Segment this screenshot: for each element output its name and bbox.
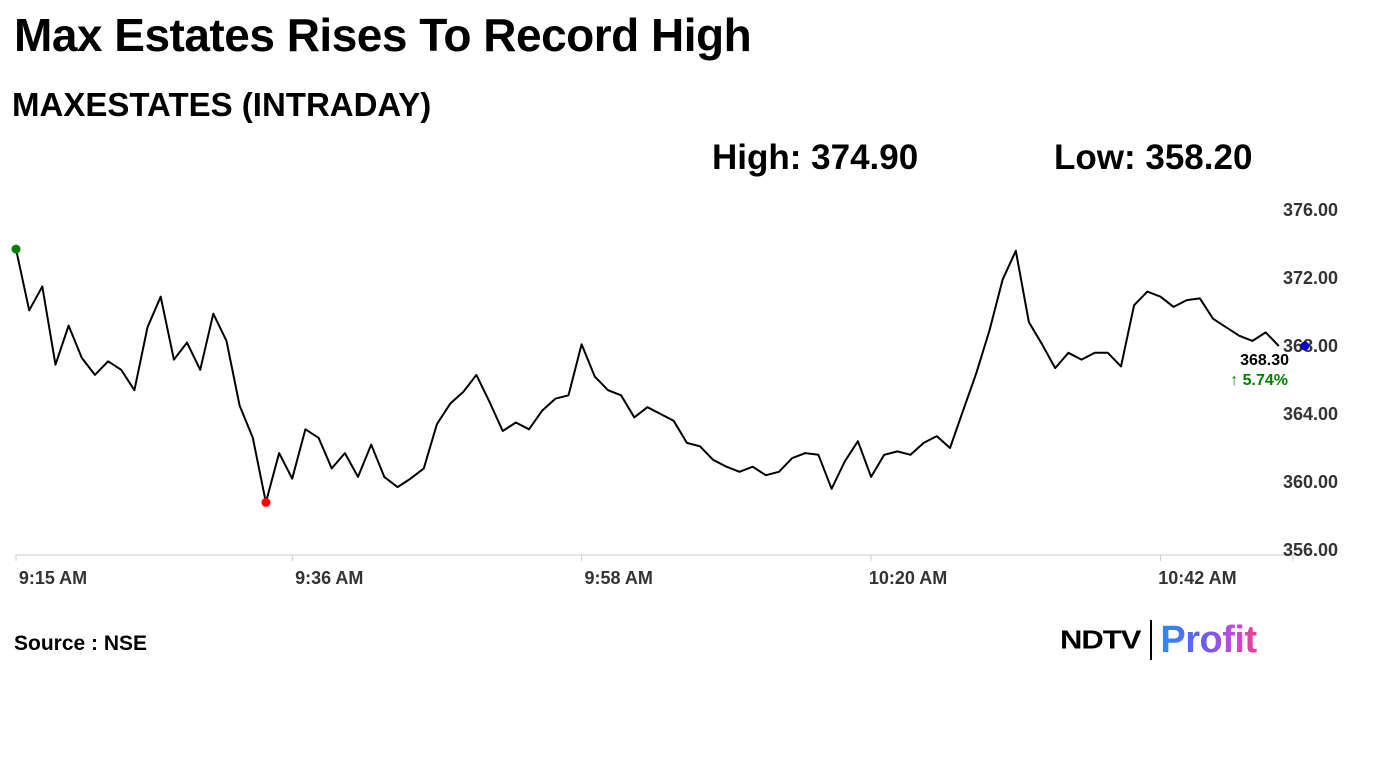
price-series-line — [15, 248, 1280, 504]
x-tick-label: 10:42 AM — [1158, 568, 1236, 588]
ndtv-profit-logo: NDTV Profit — [1060, 618, 1257, 662]
y-tick-label: 368.00 — [1283, 336, 1338, 356]
x-tick-label: 9:36 AM — [295, 568, 363, 588]
logo-ndtv-text: NDTV — [1060, 624, 1141, 655]
chart-subtitle: MAXESTATES (INTRADAY) — [12, 86, 432, 123]
low-stat: Low: 358.20 — [1054, 138, 1253, 177]
x-tick-label: 9:15 AM — [19, 568, 87, 588]
y-tick-label: 356.00 — [1283, 540, 1338, 560]
open-point-marker — [11, 244, 21, 254]
logo-profit-text: Profit — [1160, 618, 1257, 661]
logo-divider — [1150, 620, 1153, 660]
last-price-label: 368.30 — [1240, 352, 1289, 369]
chart-title: Max Estates Rises To Record High — [14, 9, 752, 61]
y-tick-label: 360.00 — [1283, 472, 1338, 492]
intraday-line-chart: 376.00 372.00 368.00 364.00 360.00 356.00 9:1… — [11, 200, 1338, 588]
y-tick-label: 376.00 — [1283, 200, 1338, 220]
high-stat: High: 374.90 — [712, 138, 919, 177]
x-tick-label: 9:58 AM — [584, 568, 652, 588]
y-tick-label: 364.00 — [1283, 404, 1338, 424]
x-axis: 9:15 AM 9:36 AM 9:58 AM 10:20 AM 10:42 AM — [15, 555, 1294, 588]
source-note: Source : NSE — [14, 632, 148, 655]
x-tick-label: 10:20 AM — [869, 568, 947, 588]
low-point-marker — [261, 497, 271, 507]
y-axis: 376.00 372.00 368.00 364.00 360.00 356.00 — [1283, 200, 1338, 560]
y-tick-label: 372.00 — [1283, 268, 1338, 288]
last-point-marker — [1300, 341, 1310, 351]
change-percent-label: ↑ 5.74% — [1230, 372, 1288, 389]
